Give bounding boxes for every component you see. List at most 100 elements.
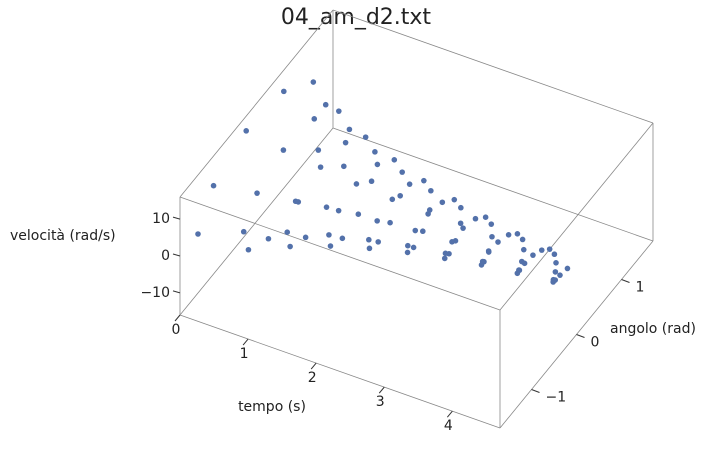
data-point [505,231,512,238]
z-tick-label: −10 [140,285,170,301]
x-tick-label: 1 [240,346,249,362]
data-point [520,246,527,253]
data-point [564,265,571,272]
data-point [374,218,380,224]
data-point [374,161,381,168]
data-point [489,233,495,240]
data-point [254,190,260,196]
data-point [210,182,217,189]
data-point [280,147,287,153]
box-edge [179,9,334,198]
x-axis-label: tempo (s) [238,399,306,415]
data-point [295,199,302,205]
data-point [482,214,489,221]
y-tick [621,279,630,283]
y-tick-label: 0 [591,335,600,351]
x-tick [446,410,453,418]
data-point [428,187,434,194]
data-point [342,139,349,146]
data-point [327,243,334,249]
data-point [311,116,318,122]
y-tick [531,389,540,393]
x-tick-label: 4 [444,418,453,434]
y-tick [576,334,585,338]
data-point [310,79,317,85]
data-point [391,157,398,163]
chart-title: 04_am_d2.txt [281,5,432,30]
data-point [442,250,449,257]
data-point [457,220,464,227]
x-tick-label: 0 [172,322,181,338]
data-point [397,192,404,199]
y-tick-label: −1 [546,390,567,406]
data-point [372,149,378,155]
data-point [326,232,332,238]
data-point [302,234,309,241]
data-point [323,204,330,210]
data-point [460,225,466,231]
z-tick [172,253,181,257]
data-point [521,260,528,267]
y-tick-label: 1 [636,280,645,296]
data-point [195,231,201,237]
data-point [488,221,495,227]
data-point [420,228,426,235]
x-tick-label: 2 [308,370,317,386]
data-point [514,231,521,237]
x-tick [174,314,181,322]
data-point [339,235,346,242]
data-point [516,267,523,274]
data-point [538,247,545,253]
data-point [317,164,324,170]
data-point [336,108,342,114]
data-point [410,244,417,251]
data-point [495,239,501,245]
data-point [389,196,396,203]
data-point [368,178,375,185]
data-point [552,277,559,283]
data-point [341,163,347,170]
data-point [439,199,446,206]
data-point [243,128,250,134]
data-point [405,242,411,249]
data-point [315,147,322,153]
box-edge [179,127,334,316]
data-point [412,227,419,234]
z-tick [172,216,181,220]
data-point [479,258,486,265]
data-point [362,134,369,140]
data-point [406,181,413,187]
data-point [425,211,431,217]
x-tick-label: 3 [376,394,385,410]
data-point [366,236,372,243]
data-point [335,207,342,214]
data-point [399,169,405,175]
data-point [553,259,559,266]
data-point [530,252,536,258]
data-point [375,239,382,245]
data-point [281,88,287,95]
data-point [519,236,526,243]
data-point [387,219,393,226]
data-point [546,246,553,252]
z-tick-label: 10 [152,211,170,227]
data-point [265,235,272,242]
data-point [551,251,558,258]
z-tick [172,290,181,294]
z-axis-label: velocità (rad/s) [10,228,116,244]
z-tick-label: 0 [161,248,170,264]
data-point [355,211,362,218]
box-edge [332,9,654,124]
data-point [451,196,458,203]
box-edge [499,122,654,311]
data-point [449,239,455,245]
data-point [322,101,329,108]
box-edge [179,196,501,311]
y-axis-label: angolo (rad) [610,321,696,337]
data-point [458,204,464,211]
x-tick [378,386,385,394]
data-point [552,269,559,275]
data-point [346,126,353,133]
box-edge [179,314,501,429]
